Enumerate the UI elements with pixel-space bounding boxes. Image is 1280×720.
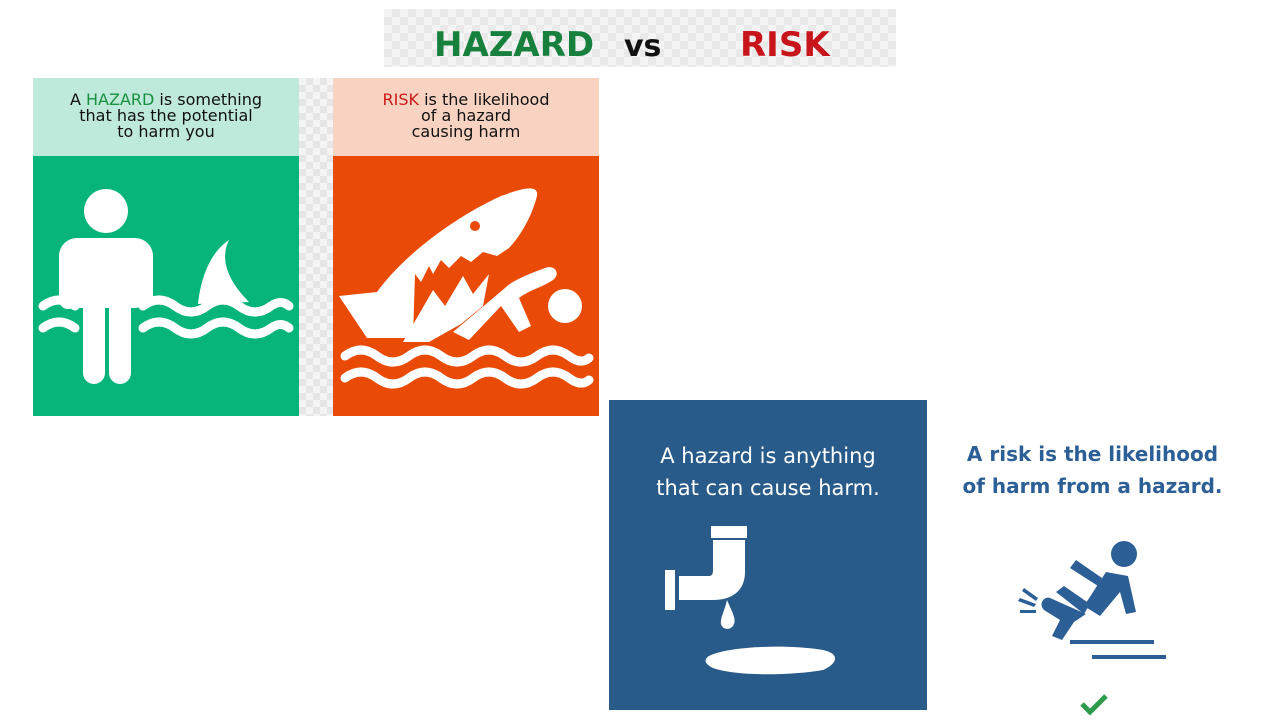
- hazard-card-text: A hazard is anything that can cause harm…: [609, 440, 927, 504]
- hazard-card-line1: A hazard is anything: [660, 444, 876, 468]
- title-risk: RISK: [740, 25, 830, 65]
- checker-divider: [299, 78, 333, 416]
- hazard-card-line2: that can cause harm.: [656, 476, 880, 500]
- title-vs: vs: [624, 29, 662, 64]
- hazard-definition-card: A hazard is anything that can cause harm…: [609, 400, 927, 710]
- risk-caption-line2: of a hazard: [421, 106, 511, 125]
- risk-picture: [333, 156, 599, 416]
- hazard-panel: A HAZARD is something that has the poten…: [33, 78, 299, 416]
- leaking-pipe-puddle-icon: [665, 526, 836, 675]
- hazard-caption-post: is something: [154, 90, 263, 109]
- risk-caption-line3: causing harm: [411, 122, 521, 141]
- title-hazard: HAZARD: [434, 25, 595, 65]
- hazard-caption: A HAZARD is something that has the poten…: [33, 78, 299, 156]
- hazard-keyword: HAZARD: [86, 90, 155, 109]
- risk-caption-post: is the likelihood: [418, 90, 550, 109]
- risk-keyword: RISK: [382, 90, 419, 109]
- person-and-shark-fin-icon: [38, 189, 294, 384]
- risk-caption: RISK is the likelihood of a hazard causi…: [333, 78, 599, 156]
- hazard-caption-line3: to harm you: [117, 122, 215, 141]
- person-slipping-icon: [1018, 541, 1166, 716]
- hazard-caption-pre: A: [69, 90, 87, 109]
- risk-card-text: A risk is the likelihood of harm from a …: [940, 438, 1245, 502]
- risk-card-line2: of harm from a hazard.: [962, 474, 1223, 498]
- hazard-caption-line2: that has the potential: [79, 106, 253, 125]
- risk-panel: RISK is the likelihood of a hazard causi…: [333, 78, 599, 416]
- hazard-picture: [33, 156, 299, 416]
- title-bar: HAZARD vs RISK: [384, 9, 896, 67]
- risk-card-line1: A risk is the likelihood: [966, 442, 1219, 466]
- risk-definition-card: A risk is the likelihood of harm from a …: [940, 400, 1260, 720]
- shark-attacking-swimmer-icon: [339, 188, 594, 389]
